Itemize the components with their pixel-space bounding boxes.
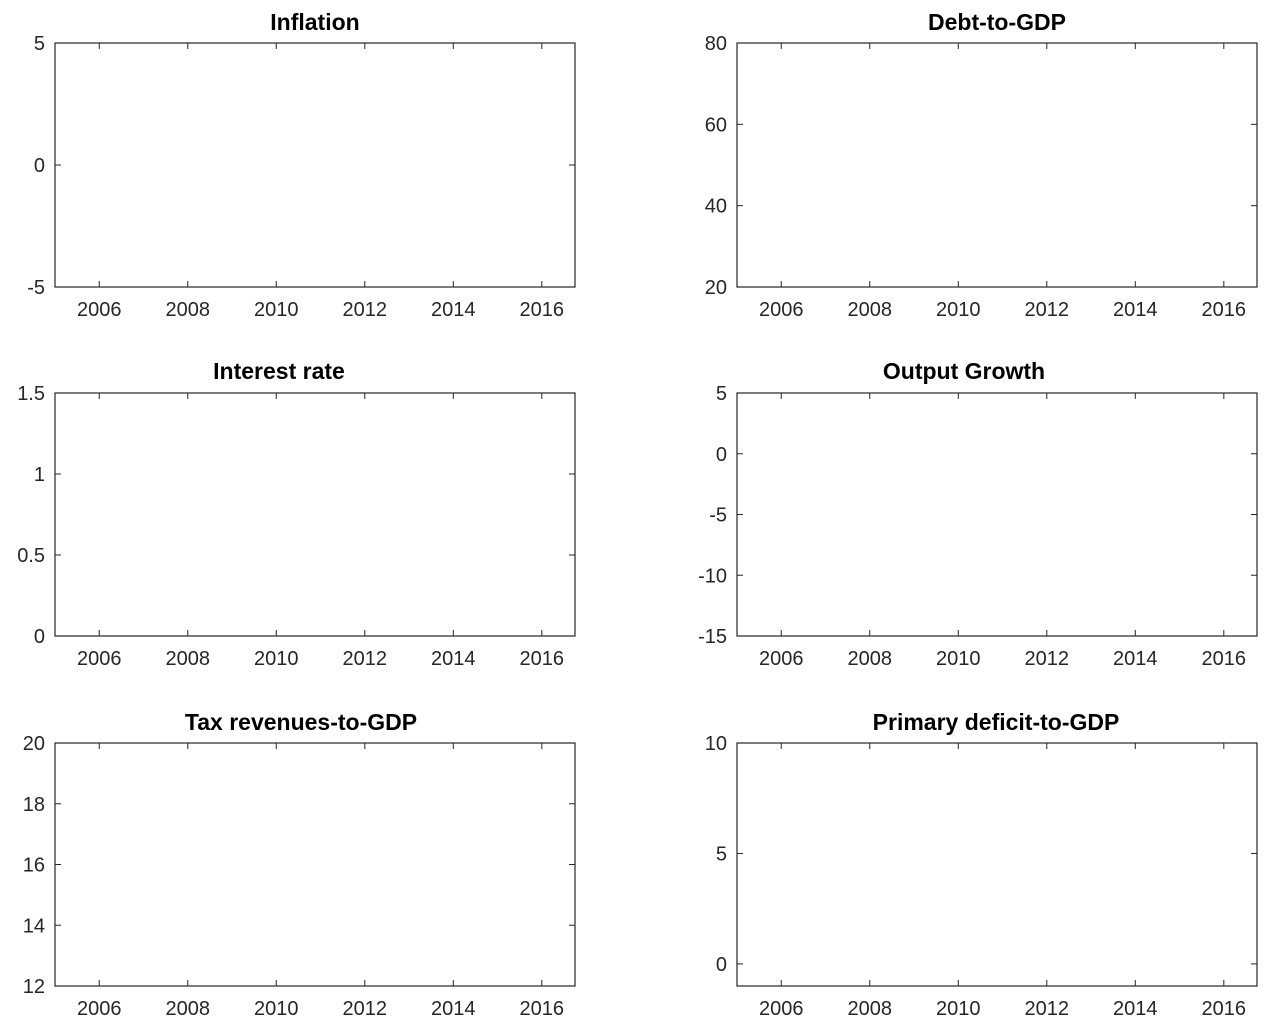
y-tick-label: 40: [705, 196, 727, 218]
panel-title: Interest rate: [213, 358, 345, 384]
x-tick-label: 2014: [1113, 998, 1158, 1020]
y-tick-label: -10: [698, 565, 727, 587]
x-tick-label: 2016: [520, 648, 565, 670]
x-tick-label: 2008: [166, 299, 211, 321]
y-tick-label: 10: [705, 733, 727, 755]
y-tick-label: 5: [716, 383, 727, 405]
panel-primary-deficit-to-gdp: Primary deficit-to-GDP 2006 2008 2010 2012 2…: [705, 709, 1258, 1020]
x-tick-label: 2008: [166, 998, 211, 1020]
x-tick-label: 2012: [343, 648, 388, 670]
panel-title: Output Growth: [883, 358, 1045, 384]
x-tick-label: 2014: [1113, 648, 1158, 670]
y-tick-label: 1: [34, 464, 45, 486]
panel-title: Inflation: [270, 9, 359, 35]
y-tick-label: 0: [716, 954, 727, 976]
axes-box: [54, 42, 576, 288]
x-tick-label: 2010: [254, 299, 299, 321]
x-tick-label: 2006: [759, 998, 804, 1020]
y-tick-label: -5: [709, 505, 727, 527]
x-tick-label: 2010: [936, 648, 981, 670]
x-tick-label: 2010: [936, 299, 981, 321]
y-tick-label: 12: [23, 976, 45, 998]
y-tick-label: 60: [705, 114, 727, 136]
axes-box: [736, 42, 1258, 288]
panel-inflation: Inflation 2006 2008 2010 2012 2014 2016 -5 0 5: [27, 9, 576, 321]
panel-title: Primary deficit-to-GDP: [873, 709, 1120, 735]
x-tick-label: 2014: [431, 998, 476, 1020]
x-tick-label: 2012: [1025, 648, 1070, 670]
x-tick-label: 2008: [166, 648, 211, 670]
panel-output-growth: Output Growth 2006 2008 2010 2012 2014 2016 -1…: [698, 358, 1258, 670]
y-tick-label: 0.5: [17, 545, 45, 567]
x-tick-label: 2008: [848, 299, 893, 321]
x-tick-label: 2014: [431, 299, 476, 321]
panel-interest-rate: Interest rate 2006 2008 2010 2012 2014 2016 0 0…: [17, 358, 576, 670]
y-tick-label: 0: [716, 444, 727, 466]
x-tick-label: 2016: [520, 299, 565, 321]
x-tick-label: 2014: [431, 648, 476, 670]
x-tick-label: 2006: [77, 648, 122, 670]
x-tick-label: 2008: [848, 648, 893, 670]
y-tick-label: -5: [27, 277, 45, 299]
axes-box: [736, 742, 1258, 987]
x-tick-label: 2006: [759, 299, 804, 321]
x-tick-label: 2012: [1025, 998, 1070, 1020]
x-tick-label: 2010: [254, 998, 299, 1020]
y-tick-label: 20: [23, 733, 45, 755]
x-tick-label: 2014: [1113, 299, 1158, 321]
panel-debt-to-gdp: Debt-to-GDP 2006 2008 2010 2012 2014 2016 20 40…: [705, 9, 1258, 321]
x-tick-label: 2010: [254, 648, 299, 670]
panel-title: Tax revenues-to-GDP: [185, 709, 417, 735]
y-tick-label: 0: [34, 626, 45, 648]
y-tick-label: 5: [716, 843, 727, 865]
y-tick-label: 16: [23, 855, 45, 877]
y-tick-label: 1.5: [17, 383, 45, 405]
y-tick-label: 18: [23, 794, 45, 816]
x-tick-label: 2006: [77, 299, 122, 321]
panel-title: Debt-to-GDP: [928, 9, 1066, 35]
axes-box: [54, 742, 576, 987]
x-tick-label: 2016: [1202, 648, 1247, 670]
y-tick-label: 80: [705, 33, 727, 55]
x-tick-label: 2010: [936, 998, 981, 1020]
x-tick-label: 2016: [520, 998, 565, 1020]
x-tick-label: 2008: [848, 998, 893, 1020]
x-tick-label: 2012: [343, 998, 388, 1020]
x-tick-label: 2012: [1025, 299, 1070, 321]
y-tick-label: 20: [705, 277, 727, 299]
panel-tax-revenues-to-gdp: Tax revenues-to-GDP 2006 2008 2010 2012 2014…: [23, 709, 576, 1020]
x-tick-label: 2012: [343, 299, 388, 321]
x-tick-label: 2006: [77, 998, 122, 1020]
y-tick-label: 5: [34, 33, 45, 55]
x-tick-label: 2016: [1202, 998, 1247, 1020]
x-tick-label: 2006: [759, 648, 804, 670]
x-tick-label: 2016: [1202, 299, 1247, 321]
axes-box: [736, 392, 1258, 637]
y-tick-label: 14: [23, 915, 45, 937]
y-tick-label: 0: [34, 155, 45, 177]
y-tick-label: -15: [698, 626, 727, 648]
axes-box: [54, 392, 576, 637]
